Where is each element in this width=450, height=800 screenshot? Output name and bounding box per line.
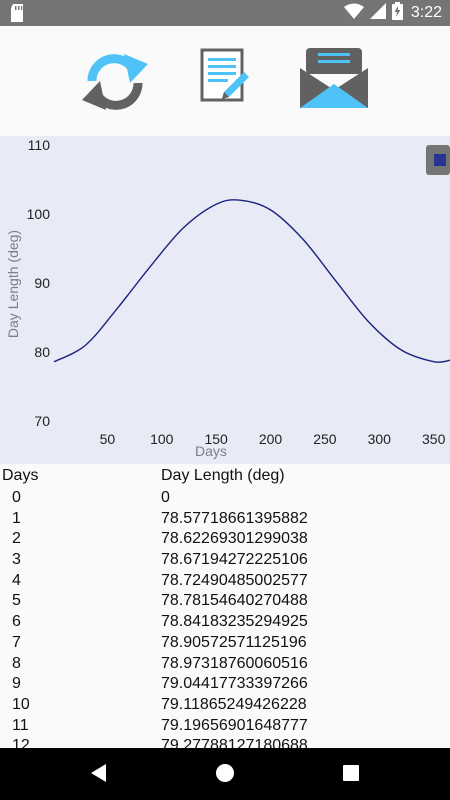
table-row: 2 78.62269301299038 — [0, 529, 450, 550]
chart-svg: 70 80 90 100 110 50 100 150 200 250 300 350 — [27, 137, 450, 447]
y-axis-label: Day Length (deg) — [5, 229, 21, 339]
refresh-button[interactable] — [80, 51, 150, 113]
line-chart[interactable]: 70 80 90 100 110 50 100 150 200 250 300 350 Day Len… — [0, 136, 450, 464]
cell-day-length: 79.19656901648777 — [161, 716, 308, 734]
table-row: 10 79.11865249426228 — [0, 695, 450, 716]
data-table[interactable]: Days Day Length (deg) 0 0 1 78.577186613958… — [0, 464, 450, 748]
navigation-bar — [0, 748, 450, 800]
column-header-day-length: Day Length (deg) — [161, 467, 285, 484]
table-row: 11 79.19656901648777 — [0, 716, 450, 737]
series-line — [53, 199, 450, 363]
cell-day-length: 78.67194272225106 — [161, 551, 308, 569]
table-row: 3 78.67194272225106 — [0, 550, 450, 571]
cell-day: 3 — [12, 551, 21, 569]
home-icon — [216, 764, 234, 782]
battery-charging-icon — [391, 2, 403, 24]
table-header: Days Day Length (deg) — [0, 464, 450, 488]
table-row: 9 79.04417733397266 — [0, 674, 450, 695]
cell-day: 2 — [12, 530, 21, 548]
home-button[interactable] — [214, 762, 236, 788]
cell-day-length: 79.04417733397266 — [161, 675, 308, 693]
table-row: 12 79.27788127180688 — [0, 736, 450, 748]
cell-day-length: 78.90572571125196 — [161, 633, 307, 651]
report-button[interactable] — [200, 48, 252, 106]
status-bar: 3:22 — [0, 0, 450, 26]
cell-day-length: 78.72490485002577 — [161, 571, 308, 589]
toolbar — [0, 26, 450, 136]
cell-day-length: 78.84183235294925 — [161, 613, 308, 631]
status-time: 3:22 — [410, 4, 442, 21]
refresh-icon — [82, 54, 148, 110]
x-tick-label: 250 — [313, 431, 337, 447]
x-axis-label: Days — [195, 443, 227, 459]
table-row: 5 78.78154640270488 — [0, 591, 450, 612]
cell-day-length: 78.57718661395882 — [161, 509, 308, 527]
x-tick-label: 300 — [368, 431, 392, 447]
cell-day-length: 78.97318760060516 — [161, 654, 308, 672]
cell-day: 8 — [12, 654, 21, 672]
table-row: 7 78.90572571125196 — [0, 633, 450, 654]
recent-apps-icon — [343, 765, 359, 781]
x-tick-label: 50 — [100, 431, 116, 447]
x-tick-label: 350 — [422, 431, 446, 447]
cell-day: 11 — [12, 716, 29, 734]
table-row: 1 78.57718661395882 — [0, 509, 450, 530]
back-button[interactable] — [88, 762, 108, 788]
cell-day: 6 — [12, 613, 21, 631]
y-tick-label: 80 — [34, 344, 50, 360]
cell-day-length: 79.27788127180688 — [161, 737, 308, 748]
y-tick-label: 100 — [27, 206, 51, 222]
x-tick-label: 150 — [204, 431, 228, 447]
cell-day: 9 — [12, 675, 21, 693]
cell-day: 10 — [12, 695, 30, 713]
table-body: 0 0 1 78.57718661395882 2 78.62269301299038 3 7… — [0, 488, 450, 748]
cell-day-length: 79.11865249426228 — [161, 695, 307, 713]
cell-day-length: 0 — [161, 489, 170, 506]
cell-day: 7 — [12, 633, 21, 651]
table-row: 6 78.84183235294925 — [0, 612, 450, 633]
cell-day: 1 — [12, 509, 21, 527]
report-icon — [200, 48, 249, 102]
x-tick-label: 200 — [259, 431, 283, 447]
recent-apps-button[interactable] — [341, 762, 361, 788]
table-row: 8 78.97318760060516 — [0, 654, 450, 675]
column-header-days: Days — [2, 467, 39, 484]
y-tick-label: 110 — [28, 137, 51, 153]
mail-button[interactable] — [300, 46, 368, 110]
cell-day: 5 — [12, 592, 21, 610]
mail-icon — [300, 48, 368, 108]
y-tick-label: 70 — [34, 413, 50, 429]
cell-day: 0 — [12, 489, 21, 506]
x-tick-label: 100 — [150, 431, 174, 447]
signal-icon — [369, 3, 386, 23]
table-row: 4 78.72490485002577 — [0, 571, 450, 592]
legend-swatch — [434, 154, 446, 166]
sd-card-icon — [10, 4, 24, 26]
y-tick-label: 90 — [34, 275, 50, 291]
back-icon — [91, 764, 106, 782]
cell-day-length: 78.62269301299038 — [161, 530, 308, 548]
legend-toggle-button[interactable] — [426, 145, 450, 175]
cell-day: 12 — [12, 737, 30, 748]
cell-day: 4 — [12, 571, 21, 589]
cell-day-length: 78.78154640270488 — [161, 592, 308, 610]
wifi-icon — [343, 3, 364, 23]
